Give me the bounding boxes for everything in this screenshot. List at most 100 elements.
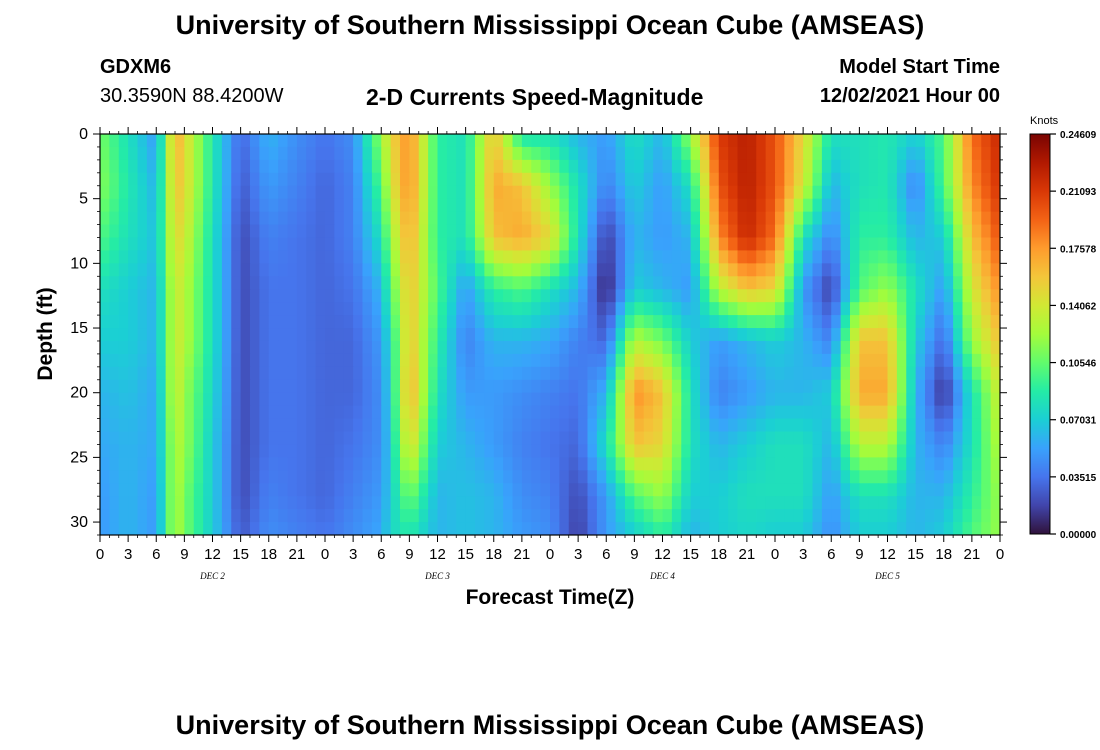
heatmap-cell: [343, 328, 354, 342]
heatmap-cell: [756, 496, 767, 510]
heatmap-cell: [690, 379, 701, 394]
heatmap-cell: [962, 431, 973, 446]
heatmap-cell: [803, 522, 814, 535]
heatmap-cell: [306, 509, 317, 523]
heatmap-cell: [146, 496, 157, 510]
heatmap-cell: [278, 522, 289, 535]
heatmap-cell: [306, 134, 317, 148]
heatmap-cell: [362, 289, 373, 303]
heatmap-cell: [446, 302, 457, 316]
heatmap-cell: [203, 340, 214, 355]
heatmap-cell: [203, 250, 214, 264]
heatmap-cell: [109, 379, 120, 394]
heatmap-cell: [765, 431, 776, 446]
heatmap-cell: [784, 379, 795, 394]
heatmap-cell: [428, 198, 439, 213]
heatmap-cell: [850, 263, 860, 277]
heatmap-cell: [503, 315, 514, 329]
heatmap-cell: [915, 379, 926, 394]
heatmap-cell: [793, 340, 804, 355]
heatmap-cell: [559, 470, 570, 484]
heatmap-cell: [803, 224, 814, 239]
heatmap-cell: [850, 134, 860, 148]
heatmap-cell: [868, 263, 879, 277]
heatmap-cell: [353, 340, 364, 355]
heatmap-cell: [390, 146, 401, 161]
heatmap-cell: [690, 134, 701, 148]
heatmap-cell: [850, 211, 860, 226]
heatmap-cell: [259, 302, 270, 316]
heatmap-cell: [746, 237, 757, 252]
x-tick-label: 15: [907, 546, 924, 563]
heatmap-cell: [465, 315, 476, 329]
heatmap-cell: [746, 250, 757, 264]
heatmap-cell: [925, 276, 935, 290]
heatmap-cell: [296, 289, 307, 303]
heatmap-cell: [775, 509, 785, 523]
heatmap-cell: [653, 340, 664, 355]
heatmap-cell: [493, 146, 504, 161]
heatmap-cell: [868, 198, 879, 213]
heatmap-cell: [653, 224, 664, 239]
heatmap-cell: [343, 250, 354, 264]
heatmap-cell: [681, 353, 692, 368]
heatmap-cell: [278, 146, 289, 161]
heatmap-cell: [475, 134, 485, 148]
heatmap-cell: [521, 289, 532, 303]
heatmap-cell: [334, 340, 345, 355]
heatmap-cell: [315, 522, 326, 535]
heatmap-cell: [746, 302, 757, 316]
heatmap-cell: [512, 263, 523, 277]
heatmap-cell: [315, 289, 326, 303]
heatmap-cell: [100, 276, 110, 290]
heatmap-cell: [634, 224, 645, 239]
heatmap-cell: [109, 250, 120, 264]
heatmap-cell: [334, 457, 345, 471]
heatmap-cell: [540, 522, 551, 535]
x-tick-label: 0: [321, 546, 329, 563]
heatmap-cell: [212, 340, 223, 355]
heatmap-cell: [587, 379, 598, 394]
heatmap-cell: [278, 496, 289, 510]
heatmap-cell: [418, 237, 429, 252]
heatmap-cell: [362, 418, 373, 433]
heatmap-cell: [615, 470, 626, 484]
heatmap-cell: [409, 211, 420, 226]
heatmap-cell: [325, 185, 335, 200]
heatmap-cell: [250, 211, 260, 226]
heatmap-cell: [737, 328, 748, 342]
heatmap-cell: [915, 522, 926, 535]
heatmap-cell: [278, 263, 289, 277]
heatmap-cell: [268, 224, 279, 239]
heatmap-cell: [859, 198, 870, 213]
heatmap-cell: [503, 134, 514, 148]
heatmap-cell: [250, 457, 260, 471]
heatmap-cell: [128, 250, 139, 264]
heatmap-cell: [521, 418, 532, 433]
heatmap-cell: [709, 172, 720, 187]
heatmap-cell: [109, 172, 120, 187]
heatmap-cell: [512, 146, 523, 161]
heatmap-cell: [746, 366, 757, 381]
heatmap-cell: [596, 366, 607, 381]
heatmap-cell: [840, 146, 851, 161]
heatmap-cell: [793, 198, 804, 213]
heatmap-cell: [100, 134, 110, 148]
heatmap-cell: [915, 185, 926, 200]
heatmap-cell: [634, 146, 645, 161]
heatmap-cell: [728, 522, 739, 535]
heatmap-cell: [428, 483, 439, 497]
heatmap-cell: [643, 366, 654, 381]
heatmap-cell: [184, 146, 195, 161]
heatmap-cell: [662, 418, 673, 433]
model-start-label: Model Start Time: [839, 56, 1000, 78]
heatmap-cell: [296, 496, 307, 510]
heatmap-cell: [756, 224, 767, 239]
heatmap-cell: [296, 405, 307, 420]
heatmap-cell: [634, 392, 645, 407]
heatmap-cell: [118, 509, 129, 523]
heatmap-cell: [287, 418, 298, 433]
heatmap-cell: [221, 224, 232, 239]
heatmap-cell: [934, 134, 945, 148]
heatmap-cell: [334, 379, 345, 394]
